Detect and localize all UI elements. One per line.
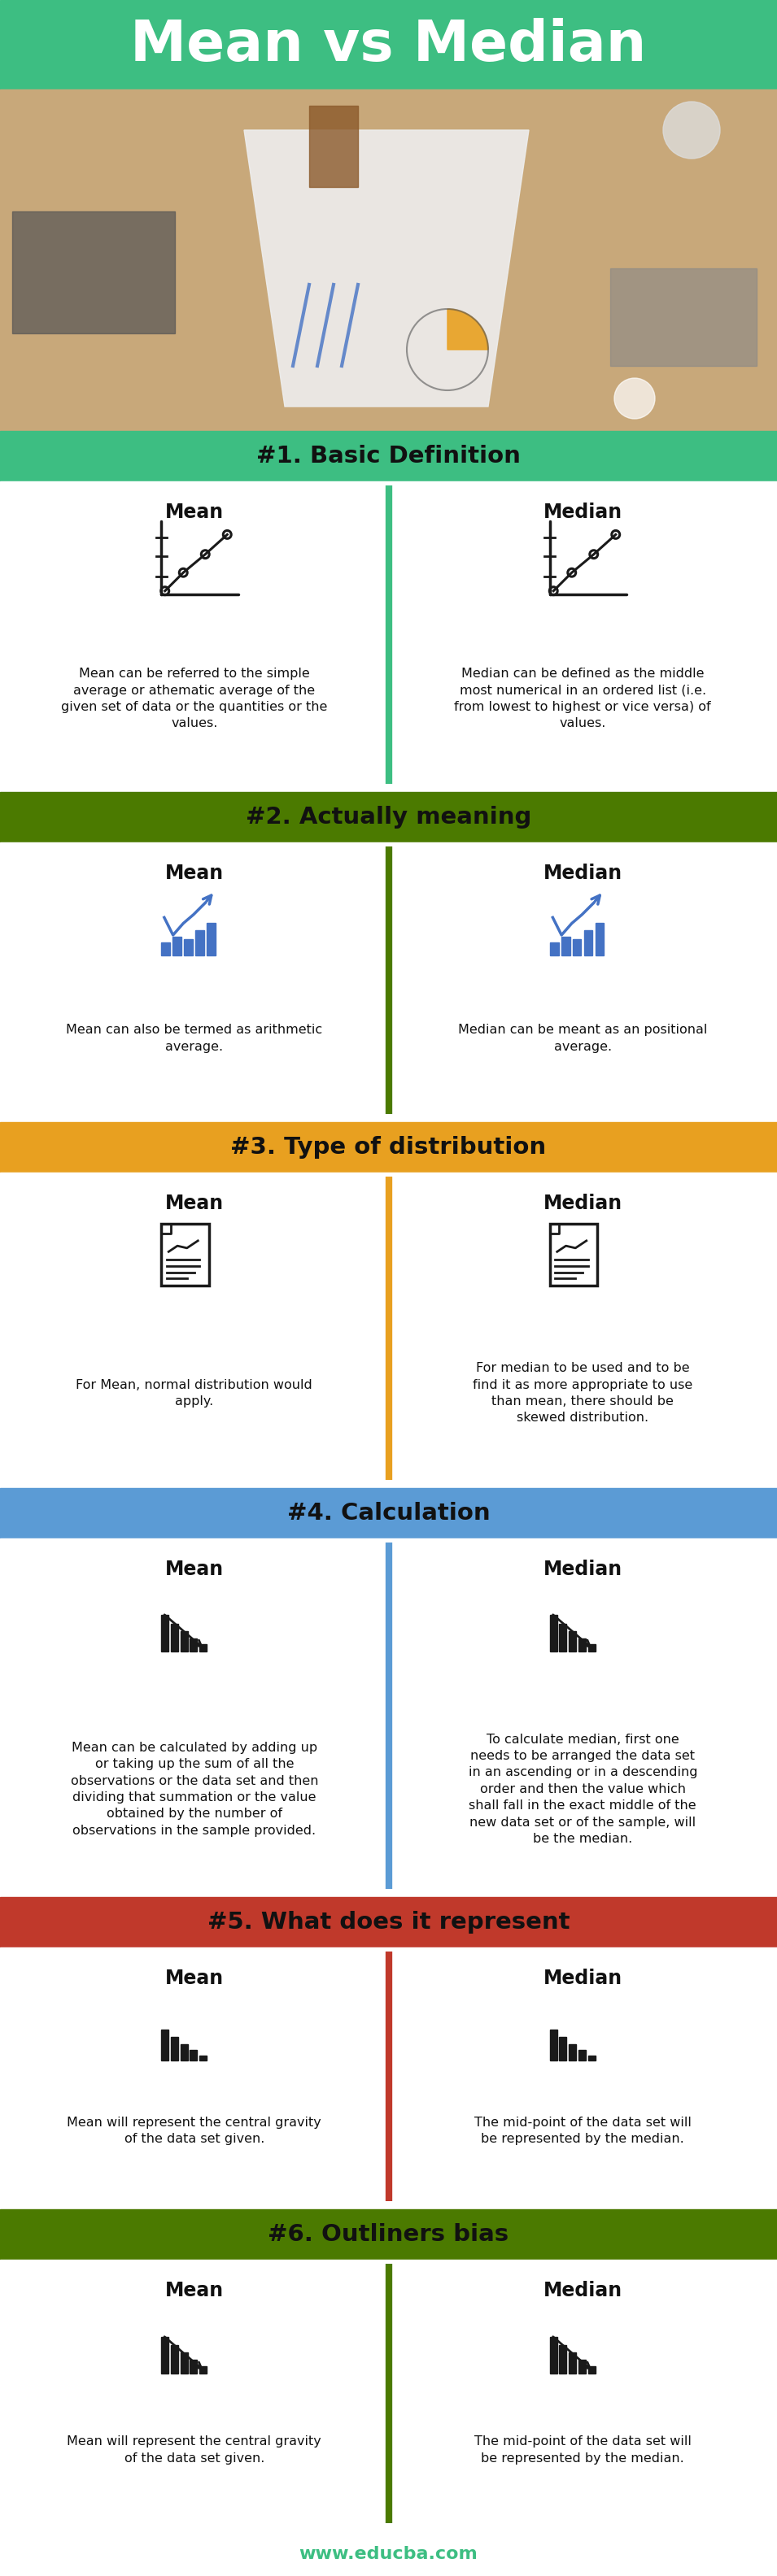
Bar <box>180 1631 188 1651</box>
Text: For median to be used and to be
find it as more appropriate to use
than mean, th: For median to be used and to be find it … <box>473 1363 692 1425</box>
Text: Mean: Mean <box>165 2282 224 2300</box>
Circle shape <box>615 379 655 420</box>
Bar <box>162 943 170 956</box>
Bar <box>190 1638 197 1651</box>
Text: Median can be meant as an positional
average.: Median can be meant as an positional ave… <box>458 1023 707 1054</box>
Text: #6. Outliners bias: #6. Outliners bias <box>268 2223 509 2246</box>
Bar <box>610 268 757 366</box>
Bar <box>550 943 559 956</box>
Bar <box>561 938 570 956</box>
Text: Median: Median <box>543 1193 622 1213</box>
Bar <box>0 842 777 1123</box>
Bar <box>559 1623 566 1651</box>
Bar <box>559 2038 566 2061</box>
Bar <box>0 791 777 842</box>
Text: #5. What does it represent: #5. What does it represent <box>207 1911 570 1935</box>
Bar <box>550 1615 557 1651</box>
Bar <box>578 2360 586 2372</box>
Text: #3. Type of distribution: #3. Type of distribution <box>231 1136 546 1159</box>
Bar <box>569 2352 577 2372</box>
Text: Mean: Mean <box>165 502 224 523</box>
Bar <box>573 940 581 956</box>
Bar <box>190 2050 197 2061</box>
Text: Median can be defined as the middle
most numerical in an ordered list (i.e.
from: Median can be defined as the middle most… <box>455 667 711 729</box>
Text: Median: Median <box>543 502 622 523</box>
Bar <box>584 930 593 956</box>
Bar <box>595 922 604 956</box>
Bar <box>550 1224 598 1285</box>
Text: Mean will represent the central gravity
of the data set given.: Mean will represent the central gravity … <box>67 2434 322 2465</box>
Bar <box>588 2365 595 2372</box>
Text: #1. Basic Definition: #1. Basic Definition <box>256 446 521 469</box>
Polygon shape <box>244 131 529 407</box>
Text: The mid-point of the data set will
be represented by the median.: The mid-point of the data set will be re… <box>474 2434 692 2465</box>
Bar <box>0 1538 777 1896</box>
Text: For Mean, normal distribution would
apply.: For Mean, normal distribution would appl… <box>76 1378 312 1406</box>
Bar <box>588 1643 595 1651</box>
Bar <box>0 2259 777 2532</box>
Bar <box>0 1947 777 2210</box>
Bar <box>0 430 777 482</box>
Bar <box>162 2030 169 2061</box>
Bar <box>309 106 358 188</box>
Text: #4. Calculation: #4. Calculation <box>287 1502 490 1525</box>
Circle shape <box>663 100 720 160</box>
Bar <box>0 1489 777 1538</box>
Wedge shape <box>448 309 488 350</box>
Bar <box>190 2360 197 2372</box>
Bar <box>180 2352 188 2372</box>
Bar <box>0 0 777 90</box>
Bar <box>569 1631 577 1651</box>
Text: #2. Actually meaning: #2. Actually meaning <box>246 806 531 829</box>
Bar <box>578 2050 586 2061</box>
Text: Mean: Mean <box>165 1968 224 1989</box>
Text: Median: Median <box>543 2282 622 2300</box>
Bar <box>180 2045 188 2061</box>
Text: Mean can be referred to the simple
average or athematic average of the
given set: Mean can be referred to the simple avera… <box>61 667 327 729</box>
Text: www.educba.com: www.educba.com <box>299 2545 478 2561</box>
Bar <box>207 922 215 956</box>
Bar <box>588 2056 595 2061</box>
Text: The mid-point of the data set will
be represented by the median.: The mid-point of the data set will be re… <box>474 2117 692 2146</box>
Bar <box>162 2336 169 2372</box>
Bar <box>171 2347 178 2372</box>
Bar <box>0 1123 777 1172</box>
Bar <box>184 940 193 956</box>
Bar <box>559 2347 566 2372</box>
Bar <box>172 938 182 956</box>
Text: Mean vs Median: Mean vs Median <box>131 18 646 72</box>
Text: Median: Median <box>543 1558 622 1579</box>
Text: To calculate median, first one
needs to be arranged the data set
in an ascending: To calculate median, first one needs to … <box>469 1734 697 1844</box>
Bar <box>578 1638 586 1651</box>
Text: Mean: Mean <box>165 1558 224 1579</box>
Text: Median: Median <box>543 863 622 884</box>
Bar <box>162 1224 209 1285</box>
Bar <box>0 482 777 791</box>
Text: Mean: Mean <box>165 1193 224 1213</box>
Bar <box>550 2336 557 2372</box>
Text: Mean will represent the central gravity
of the data set given.: Mean will represent the central gravity … <box>67 2117 322 2146</box>
Bar <box>0 1172 777 1489</box>
Bar <box>0 90 777 430</box>
Bar <box>569 2045 577 2061</box>
Bar <box>12 211 175 332</box>
Bar <box>0 1896 777 1947</box>
Text: Mean: Mean <box>165 863 224 884</box>
Text: Median: Median <box>543 1968 622 1989</box>
Bar <box>162 1615 169 1651</box>
Bar <box>171 2038 178 2061</box>
Text: Mean can be calculated by adding up
or taking up the sum of all the
observations: Mean can be calculated by adding up or t… <box>71 1741 318 1837</box>
Text: Mean can also be termed as arithmetic
average.: Mean can also be termed as arithmetic av… <box>66 1023 322 1054</box>
Bar <box>200 1643 207 1651</box>
Bar <box>200 2056 207 2061</box>
Bar <box>0 2210 777 2259</box>
Bar <box>550 2030 557 2061</box>
Bar <box>200 2365 207 2372</box>
Bar <box>171 1623 178 1651</box>
Bar <box>195 930 204 956</box>
